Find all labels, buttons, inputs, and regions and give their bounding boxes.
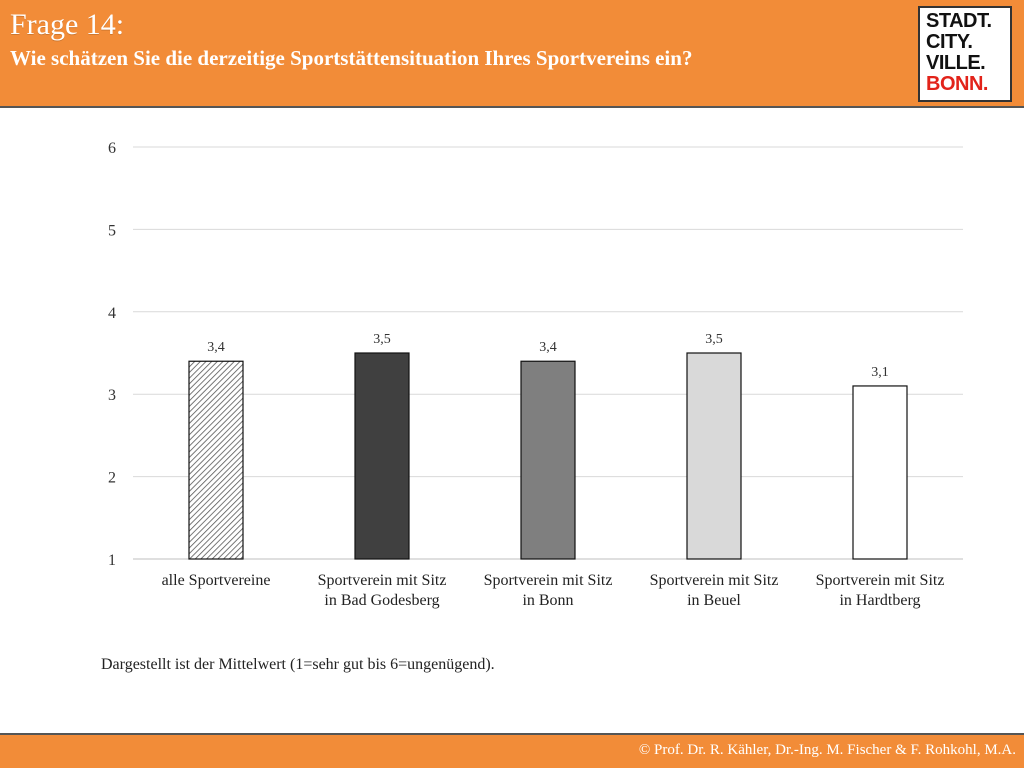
data-label: 3,1: [871, 365, 889, 380]
category-label: Sportverein mit Sitz in Bad Godesberg: [317, 572, 447, 609]
category-label: Sportverein mit Sitz in Hardtberg: [815, 572, 945, 609]
category-label: Sportverein mit Sitz in Beuel: [649, 572, 779, 609]
logo-line-1: STADT.: [926, 10, 992, 32]
y-tick-label: 4: [108, 305, 116, 322]
data-label: 3,5: [705, 332, 723, 347]
bar: [520, 360, 576, 560]
logo-line-2: CITY.: [926, 31, 973, 53]
y-tick-label: 3: [108, 387, 116, 404]
chart-note: Dargestellt ist der Mittelwert (1=sehr g…: [101, 656, 495, 673]
bar: [852, 385, 908, 560]
bar-chart: 1 2 3 4 5 6 3,4 3,5 3,4 3,5 3,1 alle Sportvereine…: [0, 120, 1024, 630]
y-tick-label: 2: [108, 470, 116, 487]
footer-bar: © Prof. Dr. R. Kähler, Dr.-Ing. M. Fisch…: [0, 733, 1024, 768]
data-label: 3,4: [207, 340, 225, 355]
y-tick-label: 6: [108, 140, 116, 157]
copyright-text: © Prof. Dr. R. Kähler, Dr.-Ing. M. Fisch…: [638, 742, 1016, 758]
category-label: alle Sportvereine: [161, 572, 271, 589]
logo-line-3: VILLE.: [926, 52, 986, 74]
question-text: Wie schätzen Sie die derzeitige Sportstä…: [10, 46, 693, 70]
bar: [188, 360, 244, 560]
data-label: 3,4: [539, 340, 557, 355]
y-tick-label: 1: [108, 552, 116, 569]
bar: [354, 352, 410, 560]
header-bar: Frage 14: Wie schätzen Sie die derzeitig…: [0, 0, 1024, 108]
logo-line-4: BONN.: [926, 73, 988, 95]
bar: [686, 352, 742, 560]
chart-canvas: 1 2 3 4 5 6 3,4 3,5 3,4 3,5 3,1: [108, 140, 963, 569]
category-label: Sportverein mit Sitz in Bonn: [483, 572, 613, 609]
question-number: Frage 14:: [10, 8, 125, 41]
y-tick-label: 5: [108, 222, 116, 239]
bonn-logo: STADT. CITY. VILLE. BONN.: [918, 6, 1012, 102]
data-label: 3,5: [373, 332, 391, 347]
